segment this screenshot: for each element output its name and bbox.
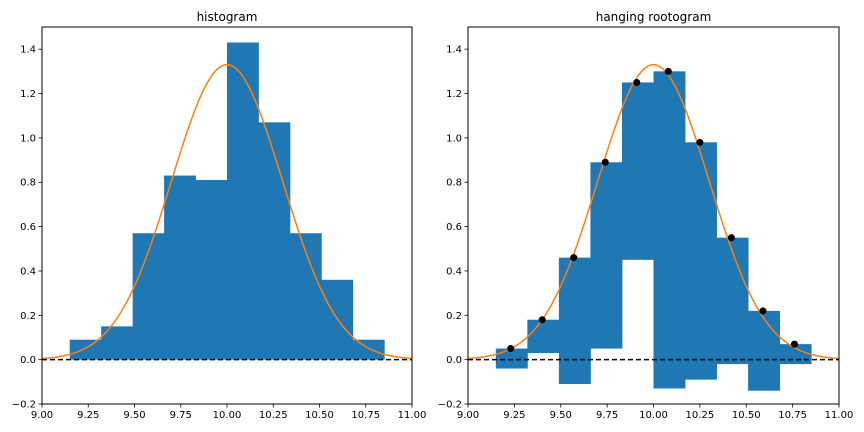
y-tick-label: 0.8 xyxy=(20,178,36,189)
y-tick-label: 1.0 xyxy=(20,133,36,144)
y-tick-label: 0.2 xyxy=(446,311,462,322)
bar xyxy=(495,348,528,369)
y-tick-label: 0.2 xyxy=(20,311,36,322)
y-tick-label: 0.6 xyxy=(20,222,36,233)
data-point xyxy=(790,340,798,348)
fit-curve xyxy=(42,63,412,360)
bar xyxy=(685,142,717,380)
y-tick-label: 1.4 xyxy=(446,45,462,56)
x-tick-label: 10.25 xyxy=(686,410,715,421)
bar xyxy=(132,233,165,360)
data-point xyxy=(696,138,704,146)
x-tick-label: 9.00 xyxy=(457,410,479,421)
plot-area xyxy=(42,42,412,361)
chart-panel-2: 9.00 9.25 9.50 9.75 10.00 10.25 10.50 10.75 11.0… xyxy=(438,10,854,421)
bar xyxy=(258,122,291,360)
x-tick-label: 11.00 xyxy=(398,410,427,421)
x-tick-label: 10.50 xyxy=(305,410,334,421)
data-point xyxy=(759,307,767,315)
bar xyxy=(621,82,654,260)
bar xyxy=(69,339,102,360)
bar xyxy=(748,310,781,391)
x-tick-label: 10.00 xyxy=(639,410,668,421)
data-point xyxy=(727,234,735,242)
x-tick-label: 10.00 xyxy=(213,410,242,421)
plot-area xyxy=(468,63,839,391)
y-tick-label: 0.0 xyxy=(20,355,36,366)
x-tick-label: 9.75 xyxy=(596,410,618,421)
x-tick-label: 11.00 xyxy=(825,410,854,421)
data-point xyxy=(633,78,641,86)
x-tick-label: 10.75 xyxy=(351,410,380,421)
fit-curve xyxy=(468,63,839,360)
y-tick-label: 0.0 xyxy=(446,355,462,366)
x-tick-label: 10.75 xyxy=(778,410,807,421)
x-tick-label: 9.50 xyxy=(123,410,145,421)
y-tick-label: 1.2 xyxy=(20,89,36,100)
x-tick-label: 9.50 xyxy=(550,410,572,421)
bar xyxy=(653,71,686,389)
data-point xyxy=(538,316,546,324)
x-tick-label: 10.25 xyxy=(259,410,288,421)
bar xyxy=(289,233,322,360)
chart-title: hanging rootogram xyxy=(596,10,712,24)
y-tick-label: −0.2 xyxy=(12,400,36,411)
y-tick-label: 0.8 xyxy=(446,178,462,189)
x-tick-label: 9.00 xyxy=(31,410,53,421)
bar xyxy=(558,257,591,385)
y-tick-label: 0.4 xyxy=(446,266,462,277)
bar xyxy=(164,175,196,360)
data-point xyxy=(570,254,578,262)
data-point xyxy=(664,67,672,75)
x-tick-label: 10.50 xyxy=(732,410,761,421)
bar xyxy=(527,319,560,353)
y-tick-label: 1.4 xyxy=(20,45,36,56)
y-tick-label: 1.2 xyxy=(446,89,462,100)
data-point xyxy=(507,345,515,353)
bar xyxy=(590,162,623,349)
chart-title: histogram xyxy=(197,10,258,24)
bar xyxy=(227,42,259,360)
y-tick-label: 1.0 xyxy=(446,133,462,144)
x-tick-label: 9.75 xyxy=(170,410,192,421)
x-tick-label: 9.25 xyxy=(77,410,99,421)
bar xyxy=(779,344,812,365)
y-tick-label: 0.4 xyxy=(20,266,36,277)
bar xyxy=(352,339,385,360)
data-point xyxy=(601,158,609,166)
x-tick-label: 9.25 xyxy=(503,410,525,421)
bar xyxy=(195,180,228,360)
chart-panel-1: 9.00 9.25 9.50 9.75 10.00 10.25 10.50 10.75 11.0… xyxy=(12,10,427,421)
y-tick-label: −0.2 xyxy=(438,400,462,411)
bar xyxy=(716,237,749,365)
y-tick-label: 0.6 xyxy=(446,222,462,233)
